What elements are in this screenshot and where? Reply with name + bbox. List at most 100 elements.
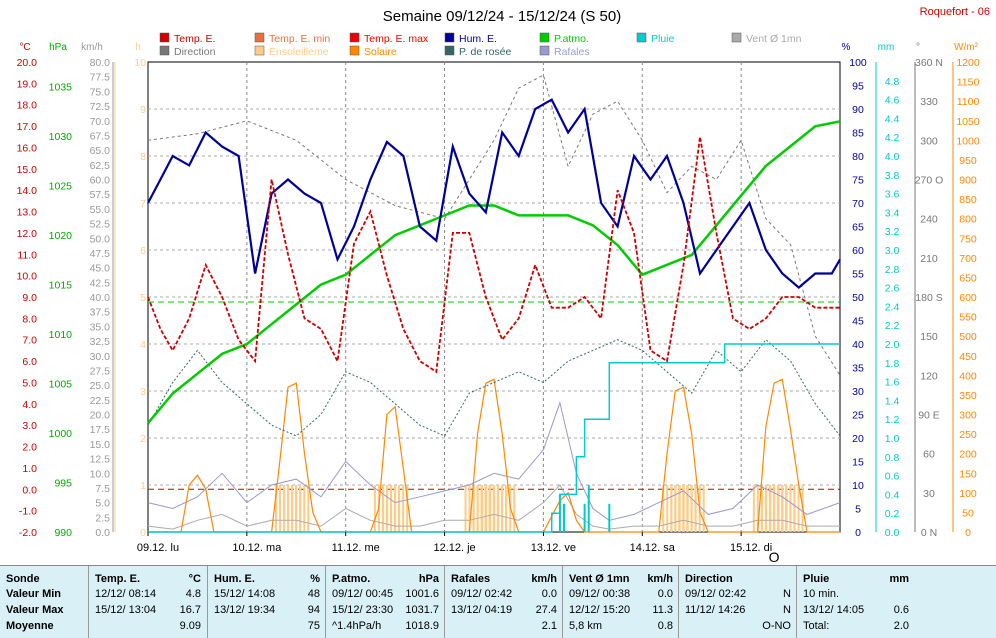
wind-tick: 77.5 <box>90 72 111 84</box>
temp-unit: °C <box>19 42 30 53</box>
wind-tick: 0.0 <box>95 527 110 539</box>
stats-cell-value: 2.0 <box>893 620 909 632</box>
temp-tick: 1.0 <box>22 463 37 475</box>
solar-unit: W/m² <box>954 42 979 53</box>
legend-label: Direction <box>174 46 216 58</box>
sunshine-bar <box>307 485 310 532</box>
sunshine-bar <box>497 485 500 532</box>
stats-column-unit: km/h <box>531 573 557 585</box>
rain-tick: 0.6 <box>885 471 900 483</box>
stats-column: Pluie mm 10 min. 13/12/ 14:05 0.6 Total: 2.0 <box>796 566 915 638</box>
stats-cell-value: 9.09 <box>179 620 201 632</box>
temp-tick: 2.0 <box>22 442 37 454</box>
rain-tick: 2.4 <box>885 301 900 313</box>
temp-tick: 19.0 <box>17 78 38 90</box>
stats-cell-value: 0.6 <box>893 604 909 616</box>
stats-cell-label: 13/12/ 19:34 <box>214 604 276 616</box>
solar-tick: 1000 <box>956 135 980 147</box>
sunshine-bar <box>752 485 755 532</box>
sunshine-bar <box>670 485 673 532</box>
stats-cell-label: 09/12/ 02:42 <box>685 588 747 600</box>
wind-tick: 37.5 <box>90 307 111 319</box>
left-axes: °C20.019.018.017.016.015.014.013.012.011… <box>17 42 147 539</box>
press-tick: 1030 <box>49 131 73 143</box>
hum-tick: 95 <box>852 81 864 93</box>
wind-tick: 50.0 <box>90 233 111 245</box>
wind-tick: 65.0 <box>90 145 111 157</box>
wind-tick: 40.0 <box>90 292 111 304</box>
sun-tick: 9 <box>140 104 146 116</box>
stats-column-title: Rafales <box>451 573 491 585</box>
wind-tick: 25.0 <box>90 380 111 392</box>
sunshine-bar <box>481 485 483 532</box>
series-group <box>147 74 841 533</box>
temp-tick: 10.0 <box>17 271 38 283</box>
legend-swatch <box>254 45 265 56</box>
legend-label: Vent Ø 1mn <box>746 33 802 45</box>
stats-cell-value: 11.3 <box>652 604 673 616</box>
day-label: 14.12. sa <box>630 542 676 554</box>
stats-cell-label: 13/12/ 04:19 <box>451 604 513 616</box>
sunshine-bar <box>390 485 393 532</box>
wind-tick: 62.5 <box>90 160 111 172</box>
solar-tick: 100 <box>959 488 977 500</box>
solar-tick: 900 <box>959 175 977 187</box>
temp-tick: 5.0 <box>22 377 37 389</box>
sunshine-bar <box>291 485 294 532</box>
sunshine-bar <box>761 485 764 532</box>
rain-tick: 4.2 <box>885 132 900 144</box>
wind-tick: 10.0 <box>90 468 111 480</box>
sun-tick: 5 <box>140 292 146 304</box>
legend-label: Rafales <box>554 46 590 58</box>
hum-tick: 45 <box>852 316 864 328</box>
sunshine-bar <box>513 485 516 532</box>
wind-tick: 15.0 <box>90 439 111 451</box>
legend-swatch <box>444 32 455 43</box>
sunshine-bar <box>283 485 286 532</box>
dir-tick: 270 O <box>915 175 944 187</box>
temp-tick: 6.0 <box>22 356 37 368</box>
sunshine-bar <box>781 485 784 532</box>
stats-column-title: P.atmo. <box>332 573 371 585</box>
legend: Temp. E. Temp. E. min Temp. E. max Hum. E. P… <box>159 32 802 58</box>
stats-cell-value: 4.8 <box>185 588 201 600</box>
temp-tick: 12.0 <box>17 228 38 240</box>
dir-tick: 330 <box>920 96 938 108</box>
solar-tick: 200 <box>959 449 977 461</box>
rain-tick: 2.8 <box>885 264 900 276</box>
temp-tick: 7.0 <box>22 335 37 347</box>
rain-tick: 0.4 <box>885 489 900 501</box>
sun-tick: 1 <box>140 480 146 492</box>
legend-swatch <box>349 45 360 56</box>
sunshine-bar <box>678 485 681 532</box>
legend-label: Ensoleilleme <box>269 46 329 58</box>
solar-tick: 300 <box>959 410 977 422</box>
solar-tick: 1100 <box>957 96 980 108</box>
legend-swatch <box>349 32 360 43</box>
legend-swatch <box>539 45 550 56</box>
solar-tick: 50 <box>962 507 974 519</box>
sunshine-bar <box>287 485 290 532</box>
press-tick: 1025 <box>49 181 73 193</box>
sunshine-bar <box>505 485 508 532</box>
temp-tick: -2.0 <box>19 527 37 539</box>
sunshine-bar <box>279 485 282 532</box>
stats-column-title: Direction <box>685 573 733 585</box>
legend-swatch <box>444 45 455 56</box>
day-label: 13.12. ve <box>531 542 576 554</box>
press-tick: 1035 <box>49 82 73 94</box>
solar-tick: 1200 <box>956 57 980 69</box>
sunshine-bar <box>765 485 768 532</box>
stats-cell-label: ^1.4hPa/h <box>332 620 382 632</box>
hum-tick: 100 <box>849 57 867 69</box>
rain-tick: 4.4 <box>885 113 900 125</box>
wind-tick: 20.0 <box>90 410 111 422</box>
legend-label: Solaire <box>364 46 397 58</box>
hum-tick: 55 <box>852 269 864 281</box>
press-tick: 1020 <box>49 230 73 242</box>
stats-cell-value: N <box>783 604 791 616</box>
stats-column-title: Temp. E. <box>95 573 141 585</box>
wind-tick: 30.0 <box>90 351 111 363</box>
hum-tick: 85 <box>852 128 864 140</box>
temp-tick: 11.0 <box>17 249 37 261</box>
